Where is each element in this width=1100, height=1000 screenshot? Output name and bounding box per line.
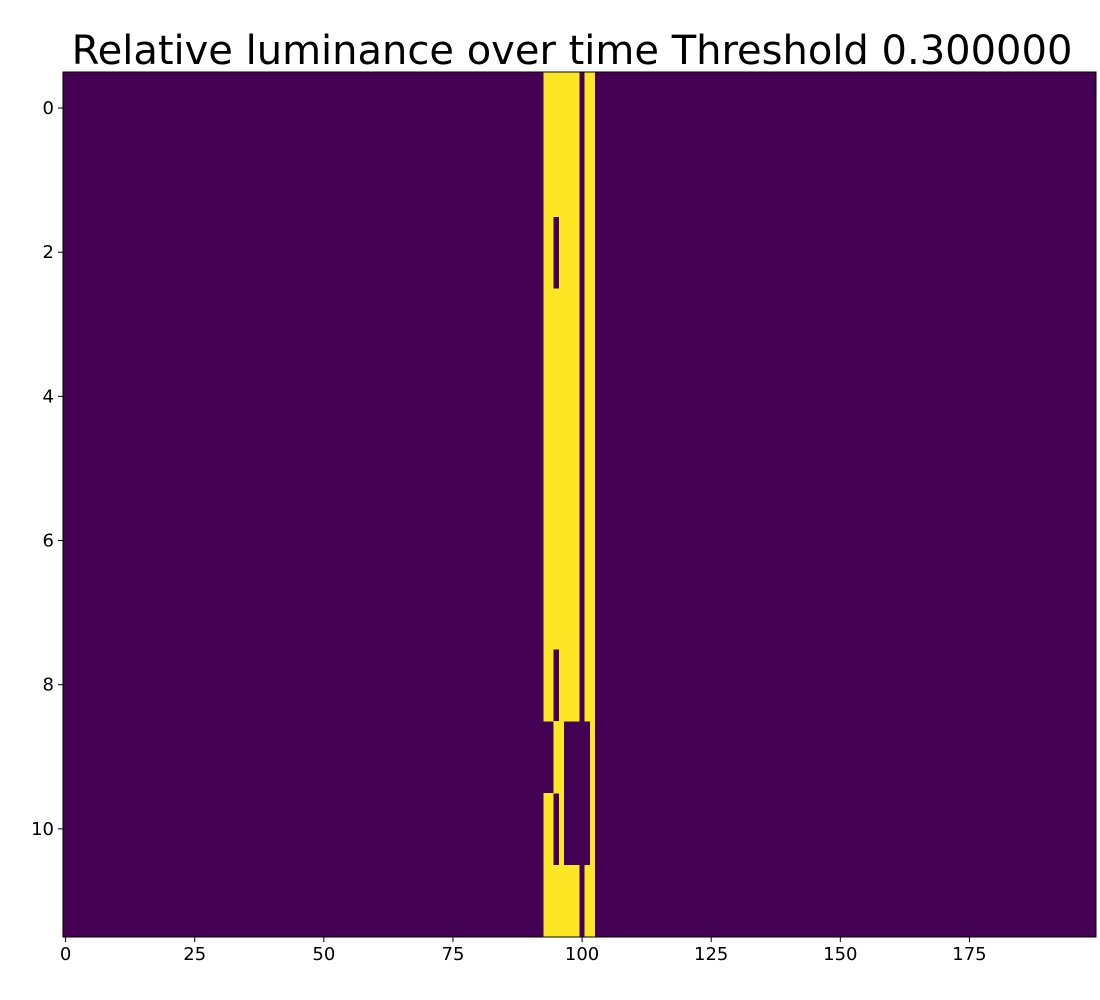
x-tick-label: 125 bbox=[694, 944, 728, 965]
heatmap-cell bbox=[558, 648, 580, 722]
chart-title: Relative luminance over time Threshold 0… bbox=[72, 28, 1073, 74]
heatmap-cell bbox=[543, 648, 554, 722]
x-axis: 0 25 50 75 100 125 150 175 bbox=[60, 937, 987, 965]
x-tick-label: 150 bbox=[823, 944, 857, 965]
heatmap-cell bbox=[584, 144, 595, 217]
heatmap-cell bbox=[558, 792, 565, 866]
heatmap-cell bbox=[543, 72, 580, 145]
heatmap-cell bbox=[543, 360, 580, 434]
heatmap-cell bbox=[543, 504, 580, 578]
heatmap-cell bbox=[584, 864, 595, 938]
heatmap-cell bbox=[584, 288, 595, 361]
heatmap-cell bbox=[589, 792, 595, 866]
heatmap-cell bbox=[543, 144, 580, 217]
heatmap-cell bbox=[589, 720, 595, 794]
heatmap-cell bbox=[543, 288, 580, 361]
heatmap-cell bbox=[584, 648, 595, 722]
y-tick-label: 2 bbox=[43, 242, 54, 263]
y-tick-label: 4 bbox=[43, 386, 54, 407]
x-tick-label: 100 bbox=[565, 944, 599, 965]
heatmap-cell bbox=[543, 576, 580, 650]
y-tick-label: 10 bbox=[31, 819, 54, 840]
heatmap-cell bbox=[584, 360, 595, 434]
x-tick-label: 175 bbox=[952, 944, 986, 965]
heatmap-cell bbox=[584, 504, 595, 578]
heatmap-cell bbox=[584, 432, 595, 506]
plot-frame bbox=[62, 71, 1097, 938]
heatmap-cell bbox=[558, 216, 580, 289]
heatmap-cell bbox=[553, 720, 565, 794]
heatmap-cell bbox=[584, 576, 595, 650]
y-tick-label: 0 bbox=[43, 98, 54, 119]
heatmap-cell bbox=[543, 864, 580, 938]
y-axis: 0 2 4 6 8 10 bbox=[31, 98, 63, 840]
y-tick-label: 8 bbox=[43, 675, 54, 696]
x-tick-label: 0 bbox=[60, 944, 71, 965]
y-tick-label: 6 bbox=[43, 531, 54, 552]
heatmap-cell bbox=[543, 792, 554, 866]
x-tick-label: 75 bbox=[442, 944, 465, 965]
heatmap-cell bbox=[584, 72, 595, 145]
plot-area bbox=[62, 71, 1097, 938]
heatmap-cell bbox=[584, 216, 595, 289]
x-tick-label: 25 bbox=[183, 944, 206, 965]
heatmap-cell bbox=[543, 432, 580, 506]
heatmap-cell bbox=[543, 216, 554, 289]
x-tick-label: 50 bbox=[312, 944, 335, 965]
